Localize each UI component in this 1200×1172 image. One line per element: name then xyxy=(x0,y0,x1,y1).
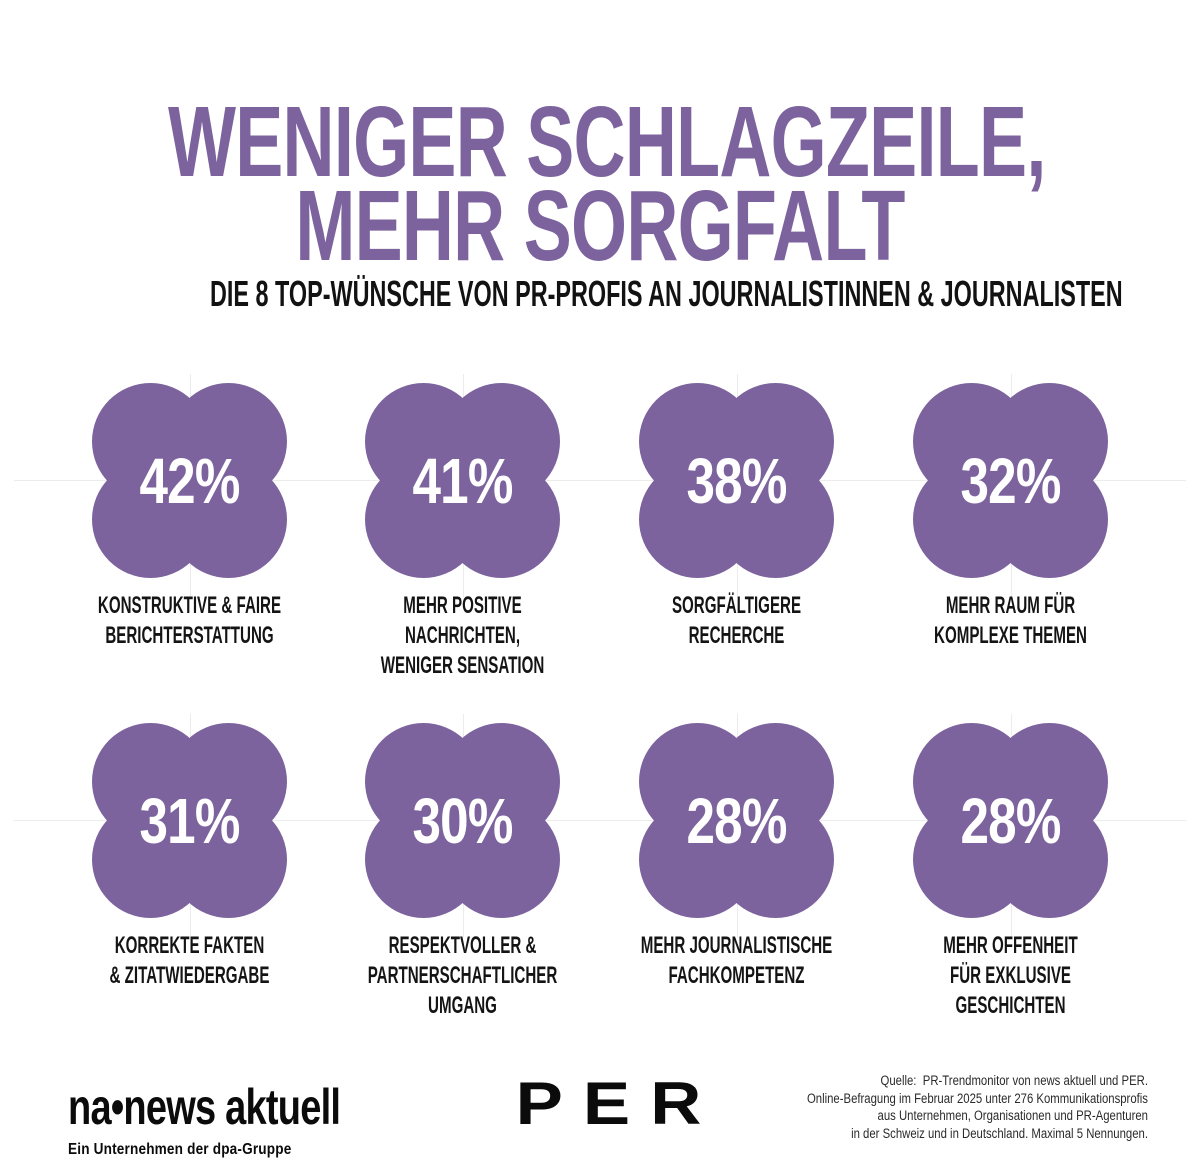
source-note: Quelle: PR-Trendmonitor von news aktuell… xyxy=(806,1073,1148,1141)
stat-label: MEHR OFFENHEIT FÜR EXKLUSIVE GESCHICHTEN xyxy=(943,932,1078,1019)
stat-label: SORGFÄLTIGERE RECHERCHE xyxy=(671,592,802,649)
stat-card: 42% KONSTRUKTIVE & FAIRE BERICHTERSTATTU… xyxy=(53,374,326,723)
clover-blob-icon xyxy=(365,723,560,918)
stat-label: RESPEKTVOLLER & PARTNERSCHAFTLICHER UMGA… xyxy=(367,932,558,1019)
blob-shape: 28% xyxy=(639,714,834,937)
stat-label: KORREKTE FAKTEN & ZITATWIEDERGABE xyxy=(109,932,270,989)
page-subtitle: DIE 8 TOP-WÜNSCHE VON PR-PROFIS AN JOURN… xyxy=(210,273,1123,314)
stat-value: 32% xyxy=(960,444,1061,517)
stat-card: 30% RESPEKTVOLLER & PARTNERSCHAFTLICHER … xyxy=(326,714,599,1063)
blob-shape: 30% xyxy=(365,714,560,937)
stat-value: 42% xyxy=(139,444,240,517)
stats-row-1: 42% KONSTRUKTIVE & FAIRE BERICHTERSTATTU… xyxy=(14,374,1186,723)
clover-blob-icon xyxy=(913,723,1108,918)
blob-shape: 42% xyxy=(92,374,287,597)
news-aktuell-tagline: Ein Unternehmen der dpa-Gruppe xyxy=(68,1141,292,1158)
clover-blob-icon xyxy=(92,723,287,918)
stat-card: 38% SORGFÄLTIGERE RECHERCHE xyxy=(600,374,873,723)
stat-card: 28% MEHR OFFENHEIT FÜR EXKLUSIVE GESCHIC… xyxy=(874,714,1147,1063)
clover-blob-icon xyxy=(913,383,1108,578)
stat-label: KONSTRUKTIVE & FAIRE BERICHTERSTATTUNG xyxy=(97,592,282,649)
stat-card: 32% MEHR RAUM FÜR KOMPLEXE THEMEN xyxy=(874,374,1147,723)
stat-value: 28% xyxy=(686,784,787,857)
stat-value: 30% xyxy=(412,784,513,857)
stat-value: 41% xyxy=(412,444,513,517)
blob-shape: 28% xyxy=(913,714,1108,937)
stat-label: MEHR POSITIVE NACHRICHTEN, WENIGER SENSA… xyxy=(380,592,545,679)
stat-value: 38% xyxy=(686,444,787,517)
horizontal-guide-line xyxy=(14,820,1186,821)
blob-shape: 41% xyxy=(365,374,560,597)
blob-shape: 32% xyxy=(913,374,1108,597)
per-logo: PER xyxy=(515,1070,722,1137)
stats-row-2: 31% KORREKTE FAKTEN & ZITATWIEDERGABE 30… xyxy=(14,714,1186,1063)
stat-label: MEHR RAUM FÜR KOMPLEXE THEMEN xyxy=(934,592,1087,649)
news-aktuell-wordmark: na•news aktuell xyxy=(68,1079,341,1135)
clover-blob-icon xyxy=(365,383,560,578)
stat-value: 28% xyxy=(960,784,1061,857)
stat-card: 31% KORREKTE FAKTEN & ZITATWIEDERGABE xyxy=(53,714,326,1063)
blob-shape: 31% xyxy=(92,714,287,937)
horizontal-guide-line xyxy=(14,480,1186,481)
stat-card: 41% MEHR POSITIVE NACHRICHTEN, WENIGER S… xyxy=(326,374,599,723)
blob-shape: 38% xyxy=(639,374,834,597)
stat-card: 28% MEHR JOURNALISTISCHE FACHKOMPETENZ xyxy=(600,714,873,1063)
news-aktuell-logo: na•news aktuell Ein Unternehmen der dpa-… xyxy=(68,1082,426,1159)
clover-blob-icon xyxy=(92,383,287,578)
stat-label: MEHR JOURNALISTISCHE FACHKOMPETENZ xyxy=(640,932,833,989)
stat-value: 31% xyxy=(139,784,240,857)
clover-blob-icon xyxy=(639,723,834,918)
stats-grid: 42% KONSTRUKTIVE & FAIRE BERICHTERSTATTU… xyxy=(14,374,1186,1063)
page-title: WENIGER SCHLAGZEILE, MEHR SORGFALT xyxy=(167,86,1046,282)
clover-blob-icon xyxy=(639,383,834,578)
